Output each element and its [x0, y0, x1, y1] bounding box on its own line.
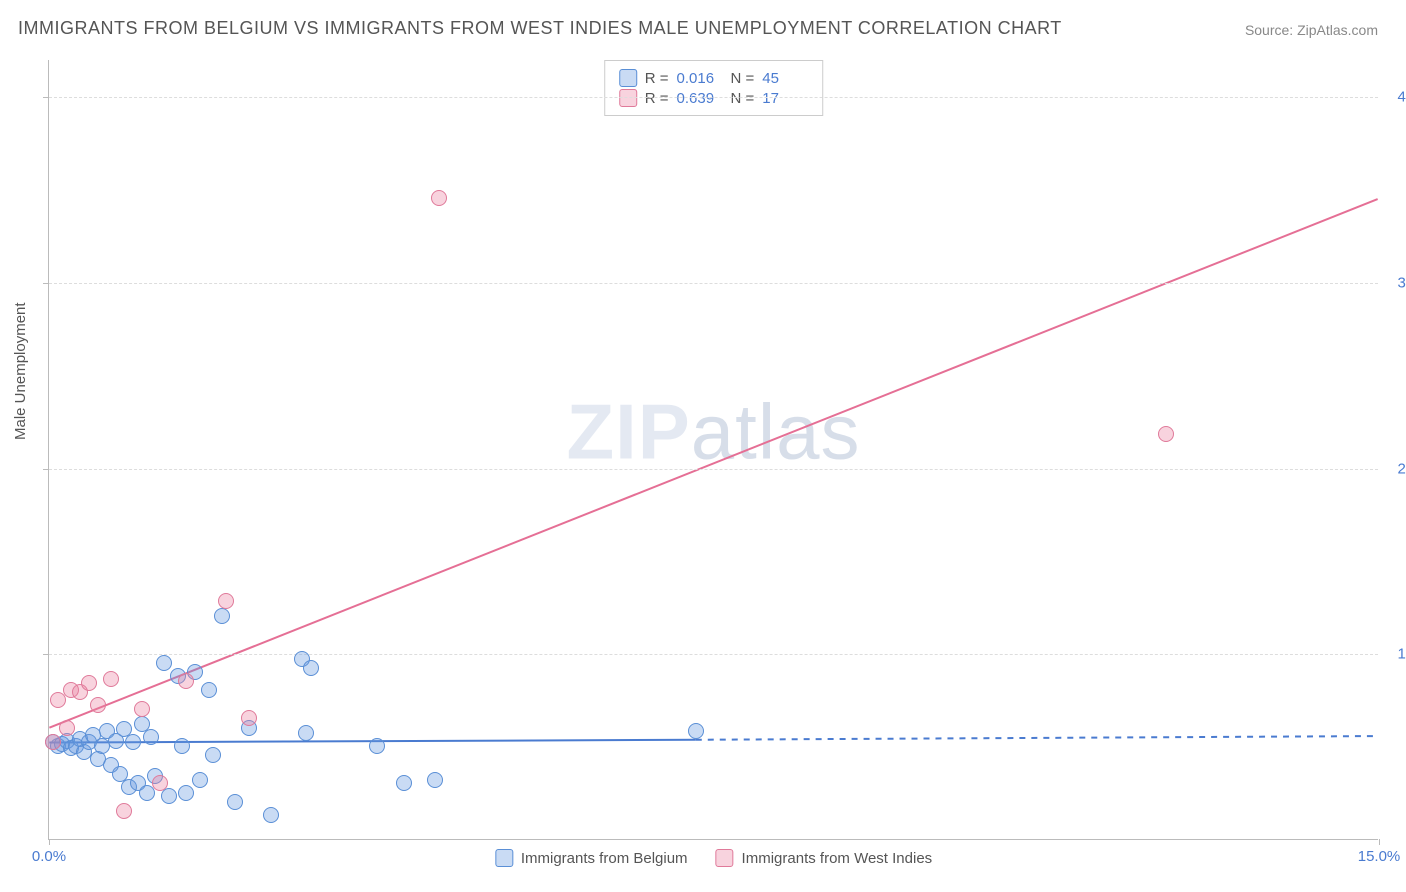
- watermark-zip: ZIP: [566, 387, 690, 475]
- plot-area: ZIPatlas R =0.016N =45R =0.639N =17 Immi…: [48, 60, 1378, 840]
- chart-title: IMMIGRANTS FROM BELGIUM VS IMMIGRANTS FR…: [18, 18, 1062, 39]
- gridline: [49, 469, 1378, 470]
- data-point: [241, 710, 257, 726]
- y-tick: [43, 469, 49, 470]
- x-tick: [49, 839, 50, 845]
- data-point: [90, 697, 106, 713]
- data-point: [201, 682, 217, 698]
- x-tick: [1379, 839, 1380, 845]
- data-point: [59, 720, 75, 736]
- legend-swatch: [716, 849, 734, 867]
- data-point: [218, 593, 234, 609]
- data-point: [396, 775, 412, 791]
- legend-item: Immigrants from West Indies: [716, 849, 933, 867]
- legend-label: Immigrants from Belgium: [521, 850, 688, 867]
- data-point: [152, 775, 168, 791]
- data-point: [205, 747, 221, 763]
- legend-n-label: N =: [731, 70, 755, 87]
- y-tick: [43, 654, 49, 655]
- data-point: [431, 190, 447, 206]
- data-point: [369, 738, 385, 754]
- x-tick-label: 15.0%: [1358, 848, 1401, 865]
- watermark: ZIPatlas: [566, 386, 860, 477]
- data-point: [45, 734, 61, 750]
- legend-series: Immigrants from Belgium Immigrants from W…: [495, 849, 932, 867]
- y-tick: [43, 283, 49, 284]
- data-point: [81, 675, 97, 691]
- y-tick-label: 40.0%: [1397, 89, 1406, 106]
- data-point: [427, 772, 443, 788]
- data-point: [161, 788, 177, 804]
- gridline: [49, 97, 1378, 98]
- legend-correlation-row: R = 0.016 N = 45: [619, 69, 809, 87]
- legend-swatch: [495, 849, 513, 867]
- watermark-atlas: atlas: [691, 387, 861, 475]
- legend-swatch: [619, 69, 637, 87]
- x-tick-label: 0.0%: [32, 848, 66, 865]
- y-tick: [43, 97, 49, 98]
- data-point: [156, 655, 172, 671]
- legend-label: Immigrants from West Indies: [742, 850, 933, 867]
- data-point: [134, 701, 150, 717]
- data-point: [192, 772, 208, 788]
- data-point: [298, 725, 314, 741]
- y-tick-label: 10.0%: [1397, 646, 1406, 663]
- legend-item: Immigrants from Belgium: [495, 849, 688, 867]
- data-point: [178, 785, 194, 801]
- trend-line: [49, 199, 1377, 728]
- data-point: [214, 608, 230, 624]
- y-tick-label: 20.0%: [1397, 460, 1406, 477]
- data-point: [116, 803, 132, 819]
- data-point: [303, 660, 319, 676]
- data-point: [688, 723, 704, 739]
- legend-r-value: 0.016: [677, 70, 723, 87]
- source-attribution: Source: ZipAtlas.com: [1245, 22, 1378, 38]
- data-point: [174, 738, 190, 754]
- legend-r-label: R =: [645, 70, 669, 87]
- legend-correlation: R =0.016N =45R =0.639N =17: [604, 60, 824, 116]
- data-point: [143, 729, 159, 745]
- gridline: [49, 283, 1378, 284]
- data-point: [263, 807, 279, 823]
- trend-line-extrapolated: [696, 736, 1378, 740]
- data-point: [1158, 426, 1174, 442]
- data-point: [178, 673, 194, 689]
- data-point: [125, 734, 141, 750]
- gridline: [49, 654, 1378, 655]
- y-tick-label: 30.0%: [1397, 274, 1406, 291]
- y-axis-label: Male Unemployment: [12, 302, 29, 440]
- data-point: [227, 794, 243, 810]
- data-point: [103, 671, 119, 687]
- legend-n-value: 45: [762, 70, 808, 87]
